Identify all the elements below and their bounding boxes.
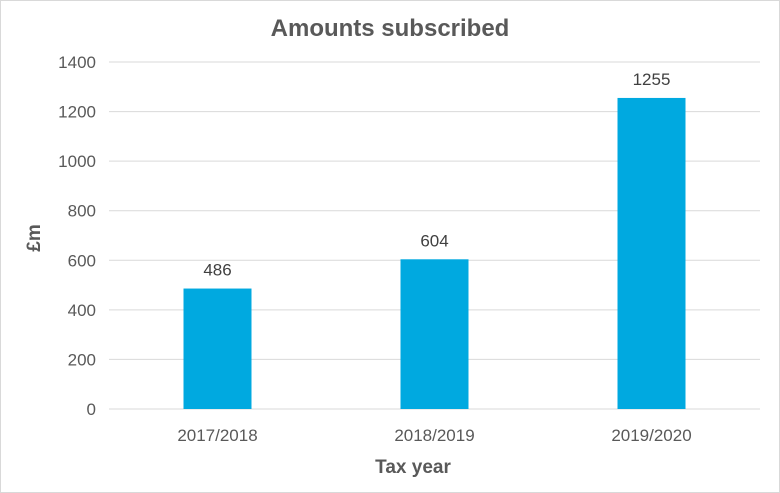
y-tick-label: 1400 <box>58 53 96 72</box>
y-tick-label: 400 <box>68 301 96 320</box>
y-tick-label: 0 <box>87 400 96 419</box>
x-axis-title: Tax year <box>375 457 451 478</box>
bar-2017-2018 <box>183 288 252 409</box>
y-tick-label: 600 <box>68 251 96 270</box>
y-tick-label: 200 <box>68 350 96 369</box>
x-tick-label: 2018/2019 <box>394 426 474 445</box>
y-tick-label: 800 <box>68 202 96 221</box>
y-tick-labels: 0 200 400 600 800 1000 1200 1400 <box>58 53 96 419</box>
x-tick-labels: 2017/2018 2018/2019 2019/2020 <box>177 426 691 445</box>
y-tick-label: 1200 <box>58 103 96 122</box>
bar-2019-2020 <box>617 97 686 410</box>
data-label: 604 <box>420 231 448 250</box>
chart-title: Amounts subscribed <box>271 15 510 42</box>
x-tick-label: 2017/2018 <box>177 426 257 445</box>
bar-2018-2019 <box>400 259 469 409</box>
data-label: 1255 <box>633 70 671 89</box>
data-labels: 486 604 1255 <box>203 70 670 280</box>
y-tick-label: 1000 <box>58 152 96 171</box>
x-tick-label: 2019/2020 <box>611 426 691 445</box>
data-label: 486 <box>203 261 231 280</box>
y-axis-title: £m <box>24 224 45 251</box>
bars <box>183 97 686 410</box>
